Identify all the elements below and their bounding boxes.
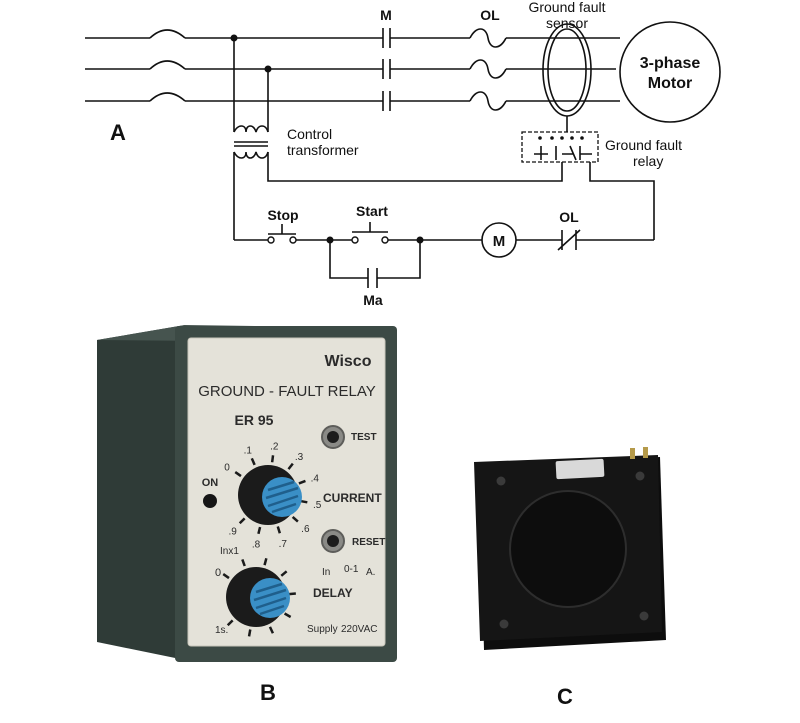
current-scale-tick [287, 462, 294, 470]
current-scale-label: .2 [270, 441, 279, 452]
current-scale-tick [291, 516, 299, 523]
inx1-label: Inx1 [220, 546, 239, 557]
delay-zero: 0 [215, 567, 221, 579]
ct-nameplate [555, 458, 605, 480]
current-scale-tick [300, 499, 308, 504]
test-label: TEST [351, 432, 377, 443]
relay-label-line2: relay [633, 153, 663, 169]
current-scale-tick [298, 479, 306, 485]
current-scale-tick [276, 526, 282, 534]
figure-label-b: B [260, 680, 276, 705]
transformer-label-line1: Control [287, 126, 332, 142]
contactor-label: M [380, 7, 392, 23]
reset-label: RESET [352, 537, 385, 548]
delay-scale-tick [288, 592, 296, 596]
aux-contact-label: Ma [363, 292, 383, 308]
ground-fault-sensor-inner [547, 28, 587, 112]
ol-contact-symbol [557, 229, 581, 251]
current-scale-label: .8 [252, 540, 261, 551]
current-scale: 0 .1 .2 .3 .4 .5 .6 .7 .8 .9 [224, 441, 321, 550]
delay-scale-tick [280, 570, 288, 577]
ol-contact-label: OL [559, 209, 579, 225]
figure-label-c: C [557, 684, 573, 709]
current-scale-label: .1 [244, 445, 253, 456]
overload-heaters [469, 28, 507, 111]
ct-hole [499, 619, 509, 629]
delay-scale-tick [241, 558, 246, 567]
on-label: ON [202, 477, 219, 489]
motor-coil-label: M [493, 233, 506, 250]
aux-contact-symbol [367, 268, 378, 288]
ct-body [474, 455, 662, 641]
relay-model: ER 95 [235, 412, 274, 428]
unit-label: A. [366, 567, 375, 578]
current-scale-label: .3 [295, 452, 304, 463]
current-label: CURRENT [323, 491, 382, 505]
delay-scale-tick [268, 626, 275, 634]
start-label: Start [356, 203, 388, 219]
delay-scale-tick [263, 558, 268, 566]
ct-window-edge [509, 490, 627, 608]
ct-hole [635, 471, 645, 481]
ct-terminal [630, 448, 635, 459]
control-transformer [233, 125, 269, 159]
start-button-symbol [351, 222, 389, 244]
relay-device: Wisco GROUND - FAULT RELAY ER 95 TEST ON… [97, 325, 397, 705]
delay-label: DELAY [313, 586, 353, 600]
in-range-label: In [322, 567, 330, 578]
phase-lines [85, 37, 620, 102]
motor-coil-symbol [481, 222, 517, 258]
relay-label-line1: Ground fault [605, 137, 682, 153]
current-scale-label: .6 [301, 524, 310, 535]
delay-scale-tick [283, 612, 292, 619]
ct-hole [496, 476, 506, 486]
stop-label: Stop [267, 207, 298, 223]
ct-terminal [643, 447, 648, 458]
ct-hole [639, 611, 649, 621]
sensor-label-line1: Ground fault [528, 0, 605, 15]
seconds-label: 1s. [215, 625, 228, 636]
relay-housing-side [97, 325, 185, 660]
current-scale-tick [270, 455, 275, 463]
supply-label: Supply [307, 624, 338, 635]
current-scale-tick [238, 517, 246, 525]
current-scale-label: .5 [313, 500, 322, 511]
motor-label-line2: Motor [648, 75, 692, 92]
current-scale-tick [250, 457, 256, 466]
motor-symbol [619, 21, 721, 123]
current-scale-label: 0 [224, 462, 230, 473]
current-scale-tick [257, 526, 262, 535]
delay-scale-tick [226, 619, 234, 627]
current-transformer: C [474, 447, 666, 709]
figure-label-a: A [110, 120, 126, 145]
fuses [149, 29, 186, 102]
relay-title: GROUND - FAULT RELAY [198, 383, 376, 400]
overload-label: OL [480, 7, 500, 23]
sensor-label-line2: sensor [546, 15, 588, 31]
motor-label-line1: 3-phase [640, 55, 701, 72]
stop-button-symbol [267, 224, 297, 244]
current-scale-label: .4 [311, 473, 320, 484]
schematic: 3-phase Motor Control transformer Ground… [85, 0, 721, 308]
current-scale-label: .7 [279, 539, 288, 550]
current-scale-tick [234, 471, 242, 478]
ground-fault-relay [521, 131, 599, 163]
range-value: 0-1 [344, 564, 359, 575]
on-indicator-light [203, 494, 217, 508]
delay-scale-tick [247, 629, 252, 637]
relay-brand: Wisco [325, 353, 372, 370]
transformer-label-line2: transformer [287, 142, 359, 158]
current-scale-label: .9 [228, 526, 237, 537]
delay-scale [222, 558, 296, 637]
delay-scale-tick [222, 573, 230, 580]
voltage-label: 220VAC [341, 624, 378, 635]
contactor-contacts [382, 28, 391, 111]
current-knob[interactable] [262, 477, 302, 517]
